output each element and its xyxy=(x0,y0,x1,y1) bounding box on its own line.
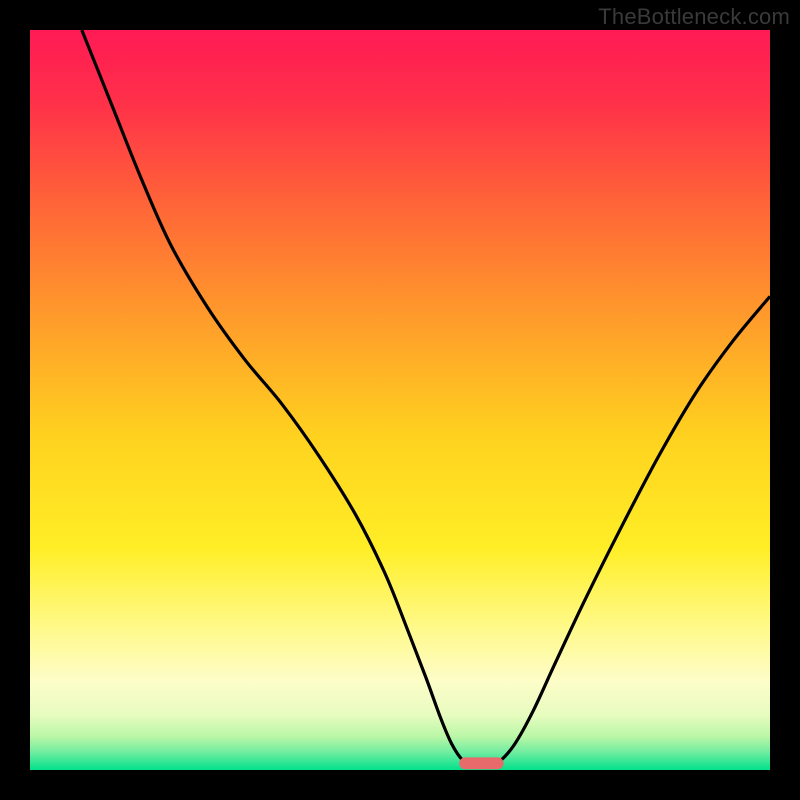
optimal-marker xyxy=(459,757,503,769)
plot-svg xyxy=(30,30,770,770)
bottleneck-curve xyxy=(82,30,770,766)
chart-frame: TheBottleneck.com xyxy=(0,0,800,800)
watermark-text: TheBottleneck.com xyxy=(598,4,790,30)
plot-area xyxy=(30,30,770,770)
